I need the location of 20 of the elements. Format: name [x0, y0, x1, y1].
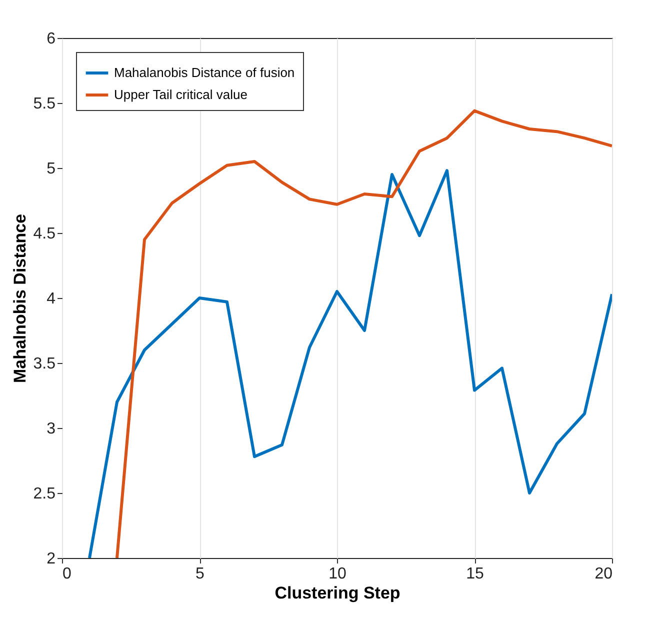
x-tick-label: 5	[196, 566, 205, 582]
line-series	[116, 109, 612, 558]
x-tick-label: 20	[594, 566, 613, 582]
x-tick-label: 15	[466, 566, 484, 582]
x-axis-title: Clustering Step	[274, 584, 400, 602]
y-tick-label: 3.5	[33, 356, 56, 372]
y-tick-label: 4.5	[33, 226, 56, 242]
y-tick-label: 2	[46, 550, 56, 568]
y-tick-label: 5	[46, 160, 56, 178]
y-tick-label: 5.5	[33, 96, 56, 112]
legend-label: Upper Tail critical value	[114, 87, 248, 102]
x-tick-label: 10	[328, 566, 346, 582]
y-tick-label: 4	[46, 290, 56, 308]
x-tick-label: 0	[62, 566, 72, 582]
y-tick-label: 2.5	[33, 486, 56, 502]
y-tick-label: 6	[46, 30, 56, 48]
y-axis-title: Mahalnobis Distance	[10, 214, 30, 384]
line-series	[88, 169, 612, 558]
legend-label: Mahalanobis Distance of fusion	[114, 65, 295, 80]
y-tick-label: 3	[46, 420, 56, 438]
